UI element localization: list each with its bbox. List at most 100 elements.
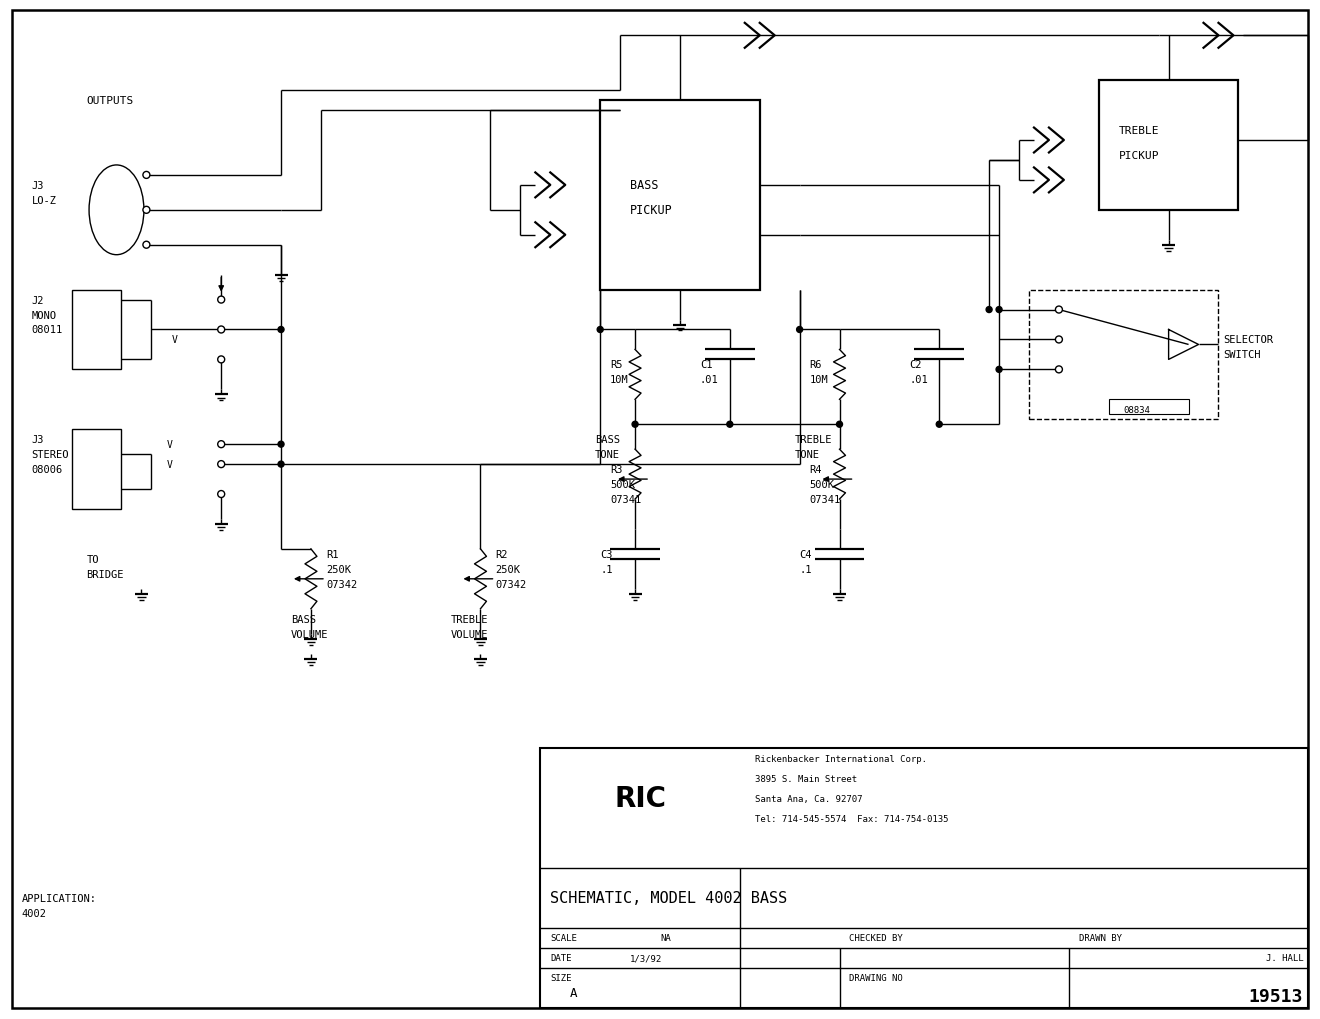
Text: J3: J3 [32, 435, 44, 444]
Bar [71, 430, 121, 510]
Text: Rickenbacker International Corp.: Rickenbacker International Corp. [755, 754, 927, 763]
Text: BASS: BASS [595, 435, 620, 444]
Bar [601, 101, 760, 290]
Text: Santa Ana, Ca. 92707: Santa Ana, Ca. 92707 [755, 794, 862, 803]
Text: STEREO: STEREO [32, 449, 69, 460]
Text: NA: NA [660, 933, 671, 943]
Text: .1: .1 [601, 565, 612, 575]
Circle shape [143, 172, 150, 179]
Text: DATE: DATE [550, 954, 572, 962]
Circle shape [727, 422, 733, 428]
Text: C4: C4 [800, 549, 812, 559]
Text: J3: J3 [32, 180, 44, 191]
Text: RIC: RIC [614, 785, 667, 812]
Circle shape [218, 441, 224, 448]
Bar [540, 749, 1308, 1008]
Text: .1: .1 [800, 565, 812, 575]
Circle shape [218, 297, 224, 304]
Text: SIZE: SIZE [550, 973, 572, 982]
Text: VOLUME: VOLUME [450, 629, 488, 639]
Circle shape [218, 462, 224, 468]
Text: SWITCH: SWITCH [1224, 351, 1261, 360]
Text: PICKUP: PICKUP [1119, 151, 1159, 161]
Text: SCALE: SCALE [550, 933, 577, 943]
Bar [1098, 82, 1238, 211]
Text: TONE: TONE [795, 449, 820, 460]
Text: 07342: 07342 [495, 579, 527, 589]
Text: V: V [172, 335, 177, 345]
Bar [1030, 290, 1218, 420]
Text: 07341: 07341 [809, 494, 841, 504]
Circle shape [997, 367, 1002, 373]
Text: 1/3/92: 1/3/92 [630, 954, 663, 962]
Circle shape [218, 491, 224, 498]
Circle shape [597, 327, 603, 333]
Circle shape [143, 207, 150, 214]
Text: J. HALL: J. HALL [1266, 954, 1303, 962]
Text: BASS: BASS [630, 179, 659, 193]
Circle shape [997, 308, 1002, 313]
Text: 10M: 10M [610, 375, 628, 385]
Text: 250K: 250K [326, 565, 351, 575]
Circle shape [279, 327, 284, 333]
Text: DRAWING NO: DRAWING NO [850, 973, 903, 982]
Text: 08011: 08011 [32, 325, 63, 335]
Circle shape [936, 422, 942, 428]
Text: BRIDGE: BRIDGE [87, 570, 124, 579]
Text: LO-Z: LO-Z [32, 196, 57, 206]
Text: R1: R1 [326, 549, 338, 559]
Text: VOLUME: VOLUME [290, 629, 329, 639]
Text: Tel: 714-545-5574  Fax: 714-754-0135: Tel: 714-545-5574 Fax: 714-754-0135 [755, 814, 948, 823]
Text: 500K: 500K [809, 480, 834, 489]
Text: MONO: MONO [32, 310, 57, 320]
Text: CHECKED BY: CHECKED BY [850, 933, 903, 943]
Text: R6: R6 [809, 360, 822, 370]
Text: 07342: 07342 [326, 579, 358, 589]
Text: 19513: 19513 [1249, 986, 1303, 1005]
Text: 3895 S. Main Street: 3895 S. Main Street [755, 774, 857, 783]
Text: APPLICATION:: APPLICATION: [21, 893, 96, 903]
Text: 08834: 08834 [1123, 406, 1151, 415]
Text: TREBLE: TREBLE [450, 614, 488, 624]
Text: DRAWN BY: DRAWN BY [1078, 933, 1122, 943]
Circle shape [1056, 336, 1063, 343]
Circle shape [797, 327, 803, 333]
Circle shape [632, 422, 638, 428]
Text: R5: R5 [610, 360, 623, 370]
Text: 4002: 4002 [21, 908, 46, 918]
Bar [1109, 399, 1188, 415]
Text: 08006: 08006 [32, 465, 63, 475]
Circle shape [1056, 367, 1063, 374]
Circle shape [218, 357, 224, 364]
Text: R2: R2 [495, 549, 508, 559]
Text: SCHEMATIC, MODEL 4002 BASS: SCHEMATIC, MODEL 4002 BASS [550, 891, 788, 906]
Circle shape [986, 308, 993, 313]
Text: R3: R3 [610, 465, 623, 475]
Text: 10M: 10M [809, 375, 829, 385]
Text: V: V [166, 460, 172, 470]
Text: TREBLE: TREBLE [795, 435, 832, 444]
Text: BASS: BASS [290, 614, 315, 624]
Text: TREBLE: TREBLE [1119, 126, 1159, 136]
Text: C3: C3 [601, 549, 612, 559]
Circle shape [218, 327, 224, 333]
Text: .01: .01 [909, 375, 928, 385]
Text: TONE: TONE [595, 449, 620, 460]
Text: V: V [166, 440, 172, 449]
Text: C1: C1 [700, 360, 713, 370]
Text: TO: TO [87, 554, 99, 565]
Circle shape [1056, 307, 1063, 314]
Text: OUTPUTS: OUTPUTS [87, 96, 133, 106]
Text: 500K: 500K [610, 480, 635, 489]
Text: 07341: 07341 [610, 494, 642, 504]
Circle shape [279, 442, 284, 447]
Circle shape [143, 242, 150, 249]
Text: A: A [570, 986, 578, 1000]
Circle shape [279, 462, 284, 468]
Text: 250K: 250K [495, 565, 520, 575]
Text: R4: R4 [809, 465, 822, 475]
Text: J2: J2 [32, 296, 44, 306]
Text: .01: .01 [700, 375, 718, 385]
Bar [71, 290, 121, 370]
Circle shape [837, 422, 842, 428]
